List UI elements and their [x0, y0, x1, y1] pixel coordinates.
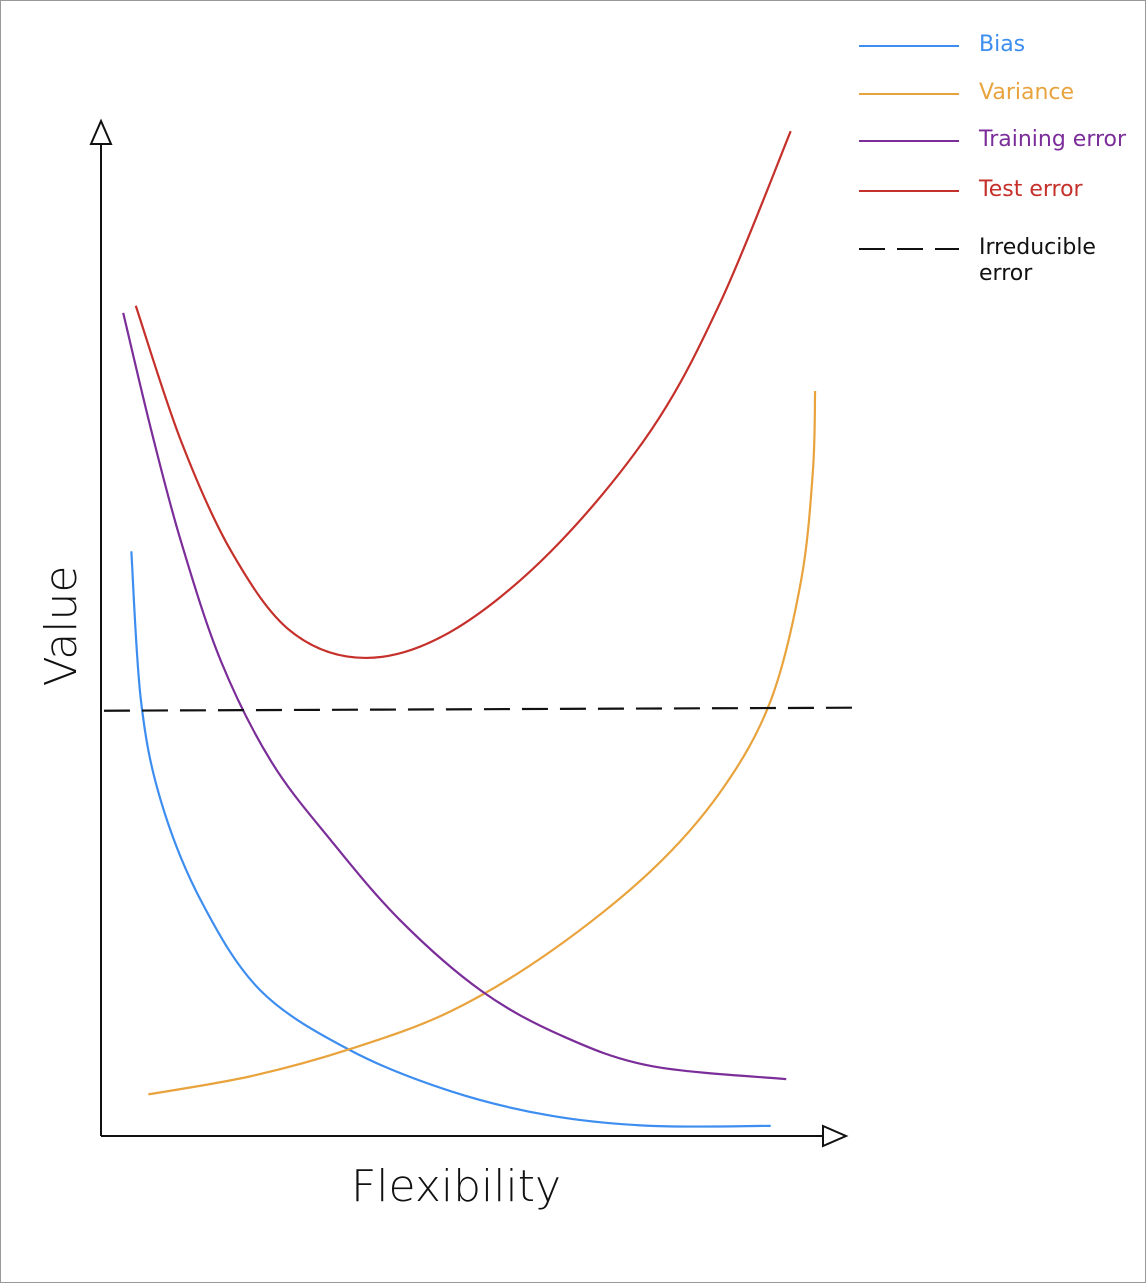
legend-label: Irreducible error: [979, 235, 1096, 286]
legend-label: Bias: [979, 32, 1026, 57]
x-arrow: [822, 1124, 849, 1148]
series-line: [122, 312, 787, 1081]
y-axis-label: Value: [36, 566, 87, 687]
series-line: [148, 390, 817, 1096]
series-line: [134, 130, 792, 660]
series-line: [103, 706, 861, 712]
legend-label: Test error: [979, 177, 1083, 202]
legend-label: Training error: [979, 127, 1127, 152]
y-arrow: [89, 118, 113, 145]
x-axis-label: Flexibility: [351, 1161, 561, 1212]
series-line: [130, 551, 771, 1128]
legend-label: Variance: [979, 80, 1075, 105]
